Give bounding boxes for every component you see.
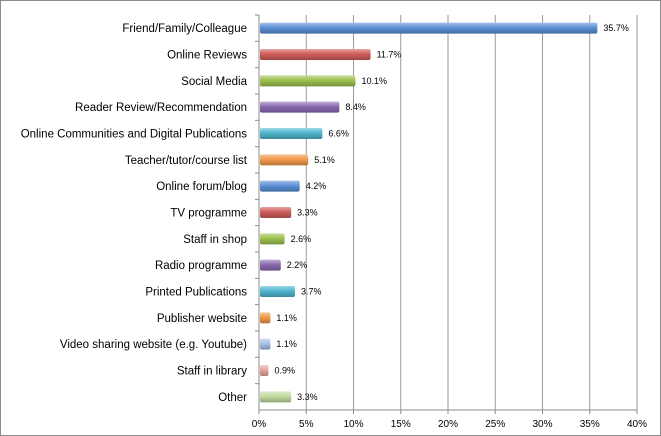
category-label: Staff in shop bbox=[183, 234, 247, 246]
category-label: Online forum/blog bbox=[156, 181, 247, 193]
x-tick-label: 30% bbox=[532, 419, 552, 430]
bar bbox=[260, 180, 300, 192]
x-tick-label: 10% bbox=[343, 419, 363, 430]
data-label: 6.6% bbox=[328, 129, 349, 139]
data-label: 5.1% bbox=[314, 155, 335, 165]
data-label: 1.1% bbox=[276, 313, 297, 323]
data-label: 2.2% bbox=[287, 260, 308, 270]
x-tick-label: 35% bbox=[580, 419, 600, 430]
category-label: Printed Publications bbox=[145, 287, 247, 299]
axes bbox=[255, 14, 638, 414]
x-tick-label: 15% bbox=[391, 419, 411, 430]
bar bbox=[260, 49, 371, 60]
bar bbox=[260, 259, 281, 271]
bar bbox=[260, 22, 598, 34]
bar bbox=[260, 101, 340, 113]
x-tick-label: 25% bbox=[485, 419, 505, 430]
bar bbox=[260, 233, 285, 245]
category-label: Radio programme bbox=[155, 260, 247, 272]
category-label: Other bbox=[218, 392, 247, 404]
data-label: 11.7% bbox=[377, 50, 402, 60]
bar bbox=[260, 154, 309, 166]
data-label: 1.1% bbox=[276, 339, 297, 349]
bar bbox=[260, 286, 295, 297]
bar bbox=[260, 128, 323, 139]
category-label: Staff in library bbox=[177, 366, 247, 378]
bar bbox=[260, 207, 292, 218]
bar bbox=[260, 365, 269, 376]
category-label: Reader Review/Recommendation bbox=[75, 102, 247, 114]
data-label: 8.4% bbox=[345, 102, 366, 112]
category-label: Online Communities and Digital Publicati… bbox=[21, 129, 248, 141]
data-label: 3.3% bbox=[297, 208, 318, 218]
category-label: Social Media bbox=[181, 76, 247, 88]
category-label: Teacher/tutor/course list bbox=[125, 155, 248, 167]
data-label: 4.2% bbox=[306, 181, 327, 191]
category-label: Friend/Family/Colleague bbox=[122, 23, 247, 35]
bar bbox=[260, 312, 271, 324]
x-tick-label: 5% bbox=[299, 419, 314, 430]
labels: 0% 5% 10% 15% 20% 25% 30% 35% 40% Friend/Family/C… bbox=[21, 23, 647, 430]
category-label: Publisher website bbox=[157, 313, 247, 325]
bar bbox=[260, 391, 292, 403]
data-label: 0.9% bbox=[275, 366, 296, 376]
bar bbox=[260, 75, 356, 87]
x-tick-label: 20% bbox=[438, 419, 458, 430]
data-label: 3.7% bbox=[301, 287, 322, 297]
data-label: 2.6% bbox=[291, 234, 312, 244]
category-label: Online Reviews bbox=[167, 50, 247, 62]
x-tick-label: 0% bbox=[252, 419, 267, 430]
category-label: TV programme bbox=[170, 208, 247, 220]
x-tick-label: 40% bbox=[627, 419, 647, 430]
bars bbox=[260, 22, 598, 403]
bar bbox=[260, 338, 271, 350]
data-label: 10.1% bbox=[361, 76, 387, 86]
data-label: 3.3% bbox=[297, 392, 318, 402]
category-label: Video sharing website (e.g. Youtube) bbox=[60, 339, 247, 351]
data-label: 35.7% bbox=[603, 23, 629, 33]
